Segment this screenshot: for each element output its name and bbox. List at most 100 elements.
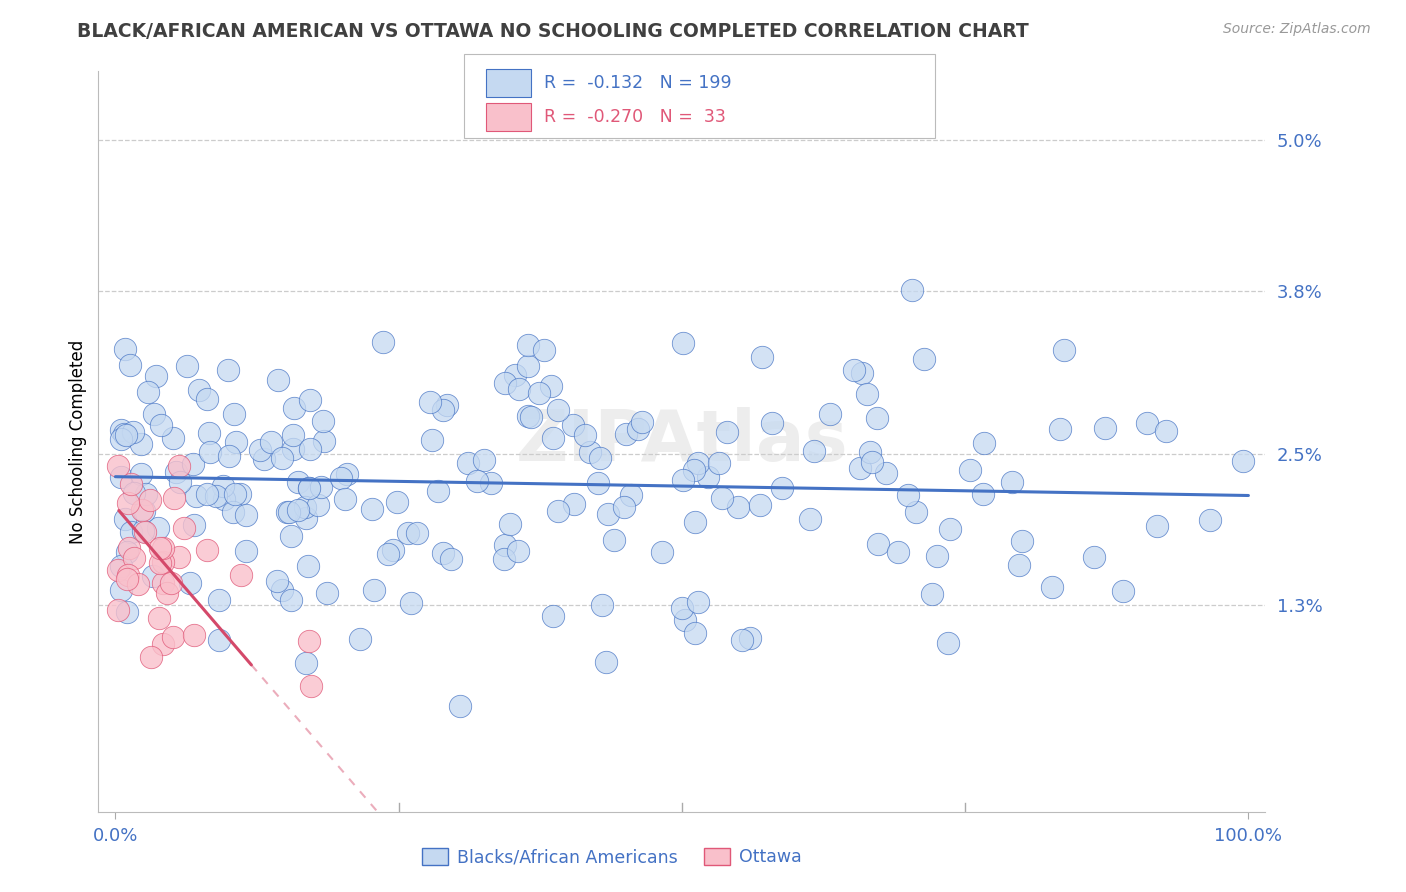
Point [135, 487, 157, 501]
Point [498, 516, 520, 531]
Point [588, 451, 610, 466]
Point [671, 600, 693, 615]
Point [683, 516, 706, 530]
Point [110, 559, 132, 574]
Point [329, 470, 352, 484]
Point [165, 466, 187, 480]
Point [212, 492, 235, 507]
Point [875, 467, 897, 481]
Point [222, 505, 245, 519]
Point [212, 479, 235, 493]
Point [295, 511, 318, 525]
Point [283, 442, 305, 456]
Point [183, 628, 205, 642]
Point [235, 508, 257, 522]
Point [181, 458, 204, 472]
Point [107, 603, 129, 617]
Point [377, 547, 399, 561]
Point [173, 521, 195, 535]
Point [280, 529, 302, 543]
Point [208, 592, 231, 607]
Point [672, 335, 695, 350]
Point [253, 452, 276, 467]
Point [270, 583, 292, 598]
Point [283, 401, 305, 415]
Point [110, 432, 132, 446]
Point [541, 609, 564, 624]
Point [373, 335, 395, 350]
Point [138, 492, 160, 507]
Point [896, 488, 918, 502]
Point [673, 614, 696, 628]
Point [419, 395, 441, 409]
Point [235, 543, 257, 558]
Point [529, 385, 551, 400]
Point [818, 408, 841, 422]
Point [271, 450, 294, 465]
Point [683, 626, 706, 640]
Point [620, 488, 643, 502]
Point [887, 544, 910, 558]
Point [596, 507, 619, 521]
Point [152, 555, 174, 569]
Point [287, 475, 309, 489]
Text: R =  -0.132   N = 199: R = -0.132 N = 199 [544, 74, 731, 92]
Y-axis label: No Schooling Completed: No Schooling Completed [69, 340, 87, 543]
Point [179, 575, 201, 590]
Point [295, 657, 318, 671]
Point [120, 359, 142, 373]
Point [651, 545, 673, 559]
Point [472, 452, 495, 467]
Point [627, 422, 650, 436]
Point [294, 500, 316, 515]
Point [149, 556, 172, 570]
Point [591, 599, 613, 613]
Point [184, 489, 207, 503]
Point [152, 541, 174, 556]
Point [710, 491, 733, 506]
Point [118, 541, 141, 556]
Point [912, 352, 935, 367]
Text: Source: ZipAtlas.com: Source: ZipAtlas.com [1223, 22, 1371, 37]
Point [770, 481, 793, 495]
Point [167, 459, 190, 474]
Point [312, 414, 335, 428]
Point [936, 636, 959, 650]
Text: ZIPAtlas: ZIPAtlas [516, 407, 848, 476]
Point [508, 382, 530, 396]
Point [578, 444, 600, 458]
Point [112, 427, 135, 442]
Point [1053, 343, 1076, 358]
Point [533, 343, 555, 357]
Point [316, 586, 339, 600]
Point [613, 500, 636, 514]
Point [465, 474, 488, 488]
Point [152, 576, 174, 591]
Point [436, 398, 458, 412]
Point [1094, 420, 1116, 434]
Point [1040, 580, 1063, 594]
Point [297, 559, 319, 574]
Text: R =  -0.270   N =  33: R = -0.270 N = 33 [544, 108, 725, 126]
Point [927, 549, 949, 563]
Point [688, 456, 710, 470]
Point [115, 428, 138, 442]
Point [224, 487, 246, 501]
Point [672, 473, 695, 487]
Point [727, 500, 749, 515]
Point [124, 485, 146, 500]
Point [280, 593, 302, 607]
Point [142, 569, 165, 583]
Legend: Blacks/African Americans, Ottawa: Blacks/African Americans, Ottawa [415, 841, 808, 873]
Point [494, 376, 516, 390]
Point [904, 505, 927, 519]
Point [131, 502, 153, 516]
Point [363, 582, 385, 597]
Point [115, 545, 138, 559]
Point [959, 463, 981, 477]
Point [506, 544, 529, 558]
Point [614, 426, 637, 441]
Point [146, 521, 169, 535]
Point [921, 587, 943, 601]
Point [314, 434, 336, 448]
